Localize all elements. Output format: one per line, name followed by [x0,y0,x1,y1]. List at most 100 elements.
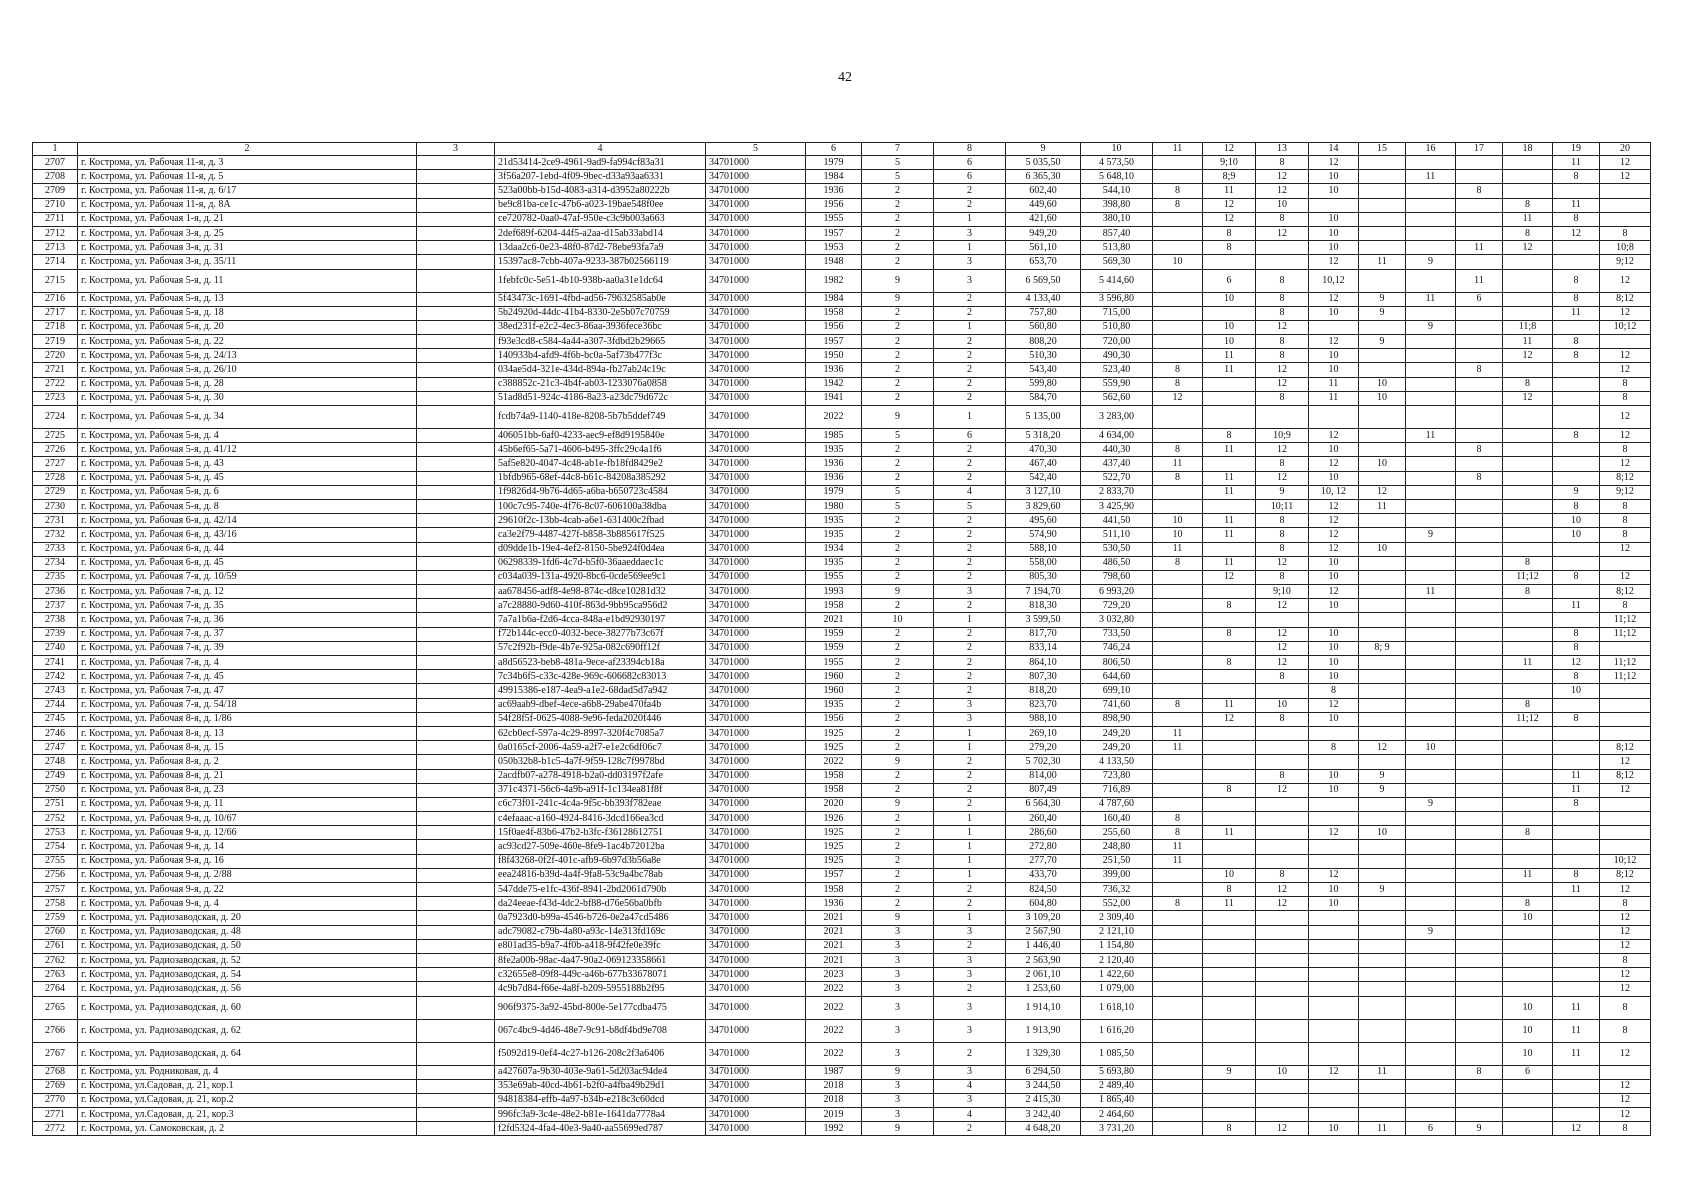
cell-oktmo-code: 34701000 [705,555,806,571]
cell-c20: 12 [1599,967,1651,983]
cell-c11 [1152,484,1203,500]
cell-c18 [1502,612,1553,628]
cell-c12 [1202,924,1256,940]
cell-address: г. Кострома, ул. Рабочая 9-я, д. 10/67 [77,811,417,827]
table-row: 2716 г. Кострома, ул. Рабочая 5-я, д. 13 5… [32,291,1651,307]
cell-entrances: 1 [933,853,1006,869]
cell-column-3 [416,669,495,685]
cell-row-number: 2754 [32,839,78,855]
cell-c19: 8 [1552,626,1600,642]
cell-c16 [1405,782,1456,798]
cell-c18 [1502,683,1553,699]
cell-c11 [1152,640,1203,657]
cell-c11 [1152,995,1203,1020]
cell-floors: 2 [861,626,934,642]
cell-floors: 2 [861,362,934,378]
cell-c16 [1405,626,1456,642]
cell-c11: 11 [1152,725,1203,742]
cell-c19 [1552,938,1600,954]
cell-c13 [1255,825,1309,841]
cell-c16 [1405,362,1456,378]
cell-oktmo-code: 34701000 [705,291,806,307]
cell-c18 [1502,938,1553,954]
cell-c12 [1202,376,1256,392]
cell-c12: 9 [1202,1064,1256,1080]
cell-c11 [1152,348,1203,364]
cell-oktmo-code: 34701000 [705,640,806,657]
table-row: 2742 г. Кострома, ул. Рабочая 7-я, д. 45 7… [32,669,1651,685]
cell-c11 [1152,334,1203,350]
cell-c18: 12 [1502,240,1553,256]
cell-c17: 11 [1455,268,1503,293]
cell-total-area: 2 061,10 [1005,967,1081,983]
cell-c12 [1202,1041,1256,1066]
cell-oktmo-code: 34701000 [705,362,806,378]
cell-c17 [1455,334,1503,350]
cell-column-3 [416,183,495,199]
cell-c12: 11 [1202,555,1256,571]
cell-total-area: 269,10 [1005,725,1081,742]
cell-c20: 8 [1599,598,1651,614]
cell-c19 [1552,697,1600,713]
cell-c12 [1202,1092,1256,1109]
cell-c19: 11 [1552,768,1600,784]
cell-c17 [1455,938,1503,954]
cell-c12: 8 [1202,654,1256,671]
cell-entrances: 1 [933,240,1006,256]
cell-c20: 8 [1599,498,1651,515]
cell-build-year: 1958 [805,598,862,614]
cell-c12: 10 [1202,291,1256,307]
cell-c16 [1405,456,1456,472]
cell-total-area: 805,30 [1005,569,1081,586]
cell-c11 [1152,1121,1203,1137]
cell-c14: 10 [1308,183,1359,199]
cell-build-year: 1980 [805,498,862,515]
cell-column-3 [416,484,495,500]
cell-living-area: 522,70 [1080,470,1153,486]
cell-column-3 [416,1018,495,1043]
cell-c14: 10 [1308,598,1359,614]
cell-c11 [1152,405,1203,429]
cell-entrances: 2 [933,334,1006,350]
cell-c20: 12 [1599,910,1651,926]
table-row: 2732 г. Кострома, ул. Рабочая 6-я, д. 43/… [32,527,1651,543]
cell-column-3 [416,1092,495,1109]
cell-c16: 9 [1405,527,1456,543]
cell-total-area: 814,00 [1005,768,1081,784]
cell-address: г. Кострома, ул. Радиозаводская, д. 62 [77,1018,417,1043]
cell-c15: 11 [1358,498,1406,515]
cell-address: г. Кострома, ул. Рабочая 8-я, д. 2 [77,754,417,770]
cell-c11: 11 [1152,853,1203,869]
cell-c17 [1455,981,1503,997]
cell-row-number: 2711 [32,211,78,227]
cell-c14: 11 [1308,376,1359,392]
cell-c20: 8 [1599,896,1651,912]
cell-c11 [1152,1107,1203,1123]
cell-c13: 10 [1255,1064,1309,1080]
cell-c11: 11 [1152,839,1203,855]
cell-c13: 8 [1255,456,1309,472]
cell-c16 [1405,305,1456,321]
cell-column-3 [416,498,495,515]
cell-c16 [1405,183,1456,199]
cell-c12: 9;10 [1202,154,1256,171]
cell-c12: 12 [1202,211,1256,227]
cell-guid: e801ad35-b9a7-4f0b-a418-9f42fe0e39fc [494,938,706,954]
cell-oktmo-code: 34701000 [705,319,806,336]
cell-c20 [1599,683,1651,699]
cell-living-area: 251,50 [1080,853,1153,869]
cell-c13 [1255,240,1309,256]
cell-oktmo-code: 34701000 [705,1018,806,1043]
cell-address: г. Кострома, ул. Рабочая 9-я, д. 22 [77,881,417,898]
cell-c19 [1552,470,1600,486]
cell-living-area: 486,50 [1080,555,1153,571]
table-row: 2752 г. Кострома, ул. Рабочая 9-я, д. 10/… [32,811,1651,827]
cell-c20: 12 [1599,456,1651,472]
cell-living-area: 1 618,10 [1080,995,1153,1020]
cell-c18: 11 [1502,334,1553,350]
cell-row-number: 2738 [32,612,78,628]
cell-address: г. Кострома, ул. Рабочая 11-я, д. 5 [77,169,417,185]
cell-entrances: 3 [933,254,1006,270]
cell-c15 [1358,211,1406,227]
cell-oktmo-code: 34701000 [705,768,806,784]
